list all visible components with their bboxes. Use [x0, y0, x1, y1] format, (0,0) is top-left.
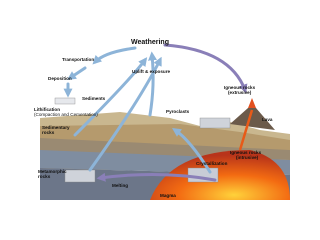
label: Igneous rocks — [224, 85, 256, 90]
label: Crystallization — [196, 161, 228, 166]
label: Pyroclasts — [166, 109, 190, 114]
label: Lava — [262, 117, 273, 122]
label: Igneous rocks — [230, 150, 262, 155]
label: Transportation — [62, 57, 94, 62]
label: (Compaction and Cementation) — [34, 112, 98, 117]
label: Metamorphic — [38, 169, 67, 174]
rock-cycle-diagram: Weathering Transportation Deposition Sed… — [34, 39, 290, 200]
cycle-arrows — [63, 43, 248, 182]
title: Weathering — [131, 39, 169, 46]
label: (extrusive) — [228, 90, 252, 95]
label: Uplift & exposure — [132, 69, 170, 74]
label: Lithification — [34, 107, 60, 112]
label: rocks — [38, 174, 51, 179]
landscape — [40, 97, 290, 200]
label: Magma — [160, 193, 176, 198]
label: Melting — [112, 183, 128, 188]
label: Deposition — [48, 76, 72, 81]
label: Sedimentary — [42, 125, 70, 130]
label: rocks — [42, 130, 55, 135]
label: Sediments — [82, 96, 106, 101]
label: (intrusive) — [236, 155, 259, 160]
